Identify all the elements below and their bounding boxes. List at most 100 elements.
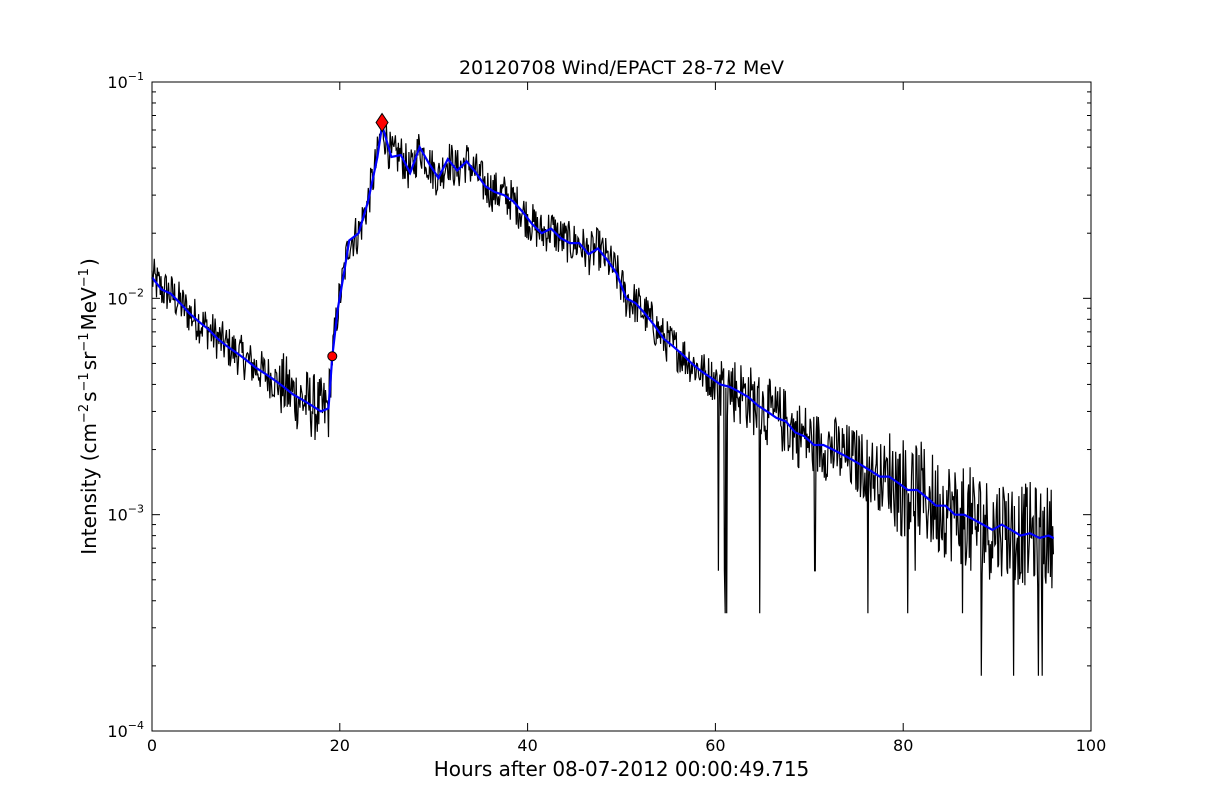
smoothed-point: [376, 156, 378, 158]
y-tick-label: 10−1: [107, 70, 144, 92]
y-tick-label: 10−4: [107, 719, 144, 741]
smoothed-point: [254, 366, 256, 368]
smoothed-point: [663, 338, 665, 340]
smoothed-point: [531, 223, 533, 225]
smoothed-point: [625, 297, 627, 299]
smoothed-point: [578, 242, 580, 244]
series-layer: [151, 124, 1055, 540]
smoothed-point: [606, 259, 609, 261]
smoothed-point: [644, 313, 646, 315]
marker-layer: [327, 112, 389, 362]
smoothed-point: [348, 239, 350, 242]
smoothed-point: [503, 194, 505, 196]
peak-marker: [375, 112, 389, 133]
smoothed-point: [916, 489, 918, 491]
smoothed-point: [357, 232, 360, 234]
smoothed-point: [198, 321, 200, 323]
smoothed-point: [691, 362, 693, 365]
smoothed-point: [822, 444, 824, 446]
smoothed-point: [850, 458, 853, 461]
noisy-series-layer: [151, 117, 1054, 676]
smoothed-point: [512, 200, 515, 203]
smoothed-point: [343, 269, 346, 271]
smoothed-point: [681, 353, 684, 356]
smoothed-point: [494, 191, 496, 193]
x-tick-label: 100: [1076, 736, 1107, 755]
onset-marker: [327, 351, 338, 362]
smoothed-point: [963, 514, 965, 516]
smoothed-point: [226, 345, 228, 347]
smoothed-point: [207, 328, 209, 330]
smoothed-point: [616, 273, 618, 275]
smoothed-point: [888, 475, 890, 478]
smoothed-point: [719, 383, 721, 386]
smoothed-point: [897, 482, 900, 484]
smoothed-point: [179, 302, 181, 304]
tick-layer: 0 20 40 60 80 100 10−4 10−3 10−2 10−1: [107, 70, 1106, 755]
smoothed-point: [879, 475, 881, 478]
smoothed-point: [419, 146, 421, 148]
smoothed-point: [245, 359, 247, 361]
smoothed-point: [926, 496, 928, 499]
smoothed-point: [465, 160, 468, 162]
smoothed-point: [409, 172, 411, 174]
smoothed-point: [390, 156, 393, 158]
smoothed-point: [634, 302, 637, 304]
smoothed-point: [1019, 535, 1022, 537]
smoothed-point: [1038, 537, 1040, 539]
smoothed-point: [747, 396, 749, 398]
x-tick-label: 0: [147, 736, 157, 755]
smoothed-point: [813, 444, 815, 446]
plot-area: [152, 82, 1091, 731]
smoothed-point: [292, 393, 294, 395]
smoothed-point: [456, 169, 458, 172]
x-axis-label: Hours after 08-07-2012 00:00:49.715: [434, 757, 810, 781]
smoothed-point: [860, 464, 862, 466]
x-tick-label: 80: [893, 736, 913, 755]
smoothed-point: [775, 417, 778, 419]
smoothed-point: [653, 324, 655, 326]
smoothed-point: [804, 435, 806, 438]
smoothed-point: [264, 372, 266, 374]
smoothed-point: [273, 379, 275, 381]
smoothed-point: [1001, 523, 1003, 526]
smoothed-point: [301, 399, 303, 401]
x-tick-label: 60: [705, 736, 725, 755]
smoothed-point: [437, 177, 439, 179]
x-tick-label: 20: [330, 736, 350, 755]
smoothed-point: [217, 338, 219, 340]
smoothed-point: [738, 391, 740, 393]
smoothed-point: [757, 404, 759, 406]
smoothed-point: [320, 410, 322, 413]
smoothed-point: [1029, 532, 1031, 534]
smoothed-point: [447, 158, 449, 160]
smoothed-point: [700, 370, 702, 372]
smoothed-point: [982, 523, 984, 526]
smoothed-point: [766, 410, 768, 413]
chart-title: 20120708 Wind/EPACT 28-72 MeV: [459, 57, 784, 79]
smoothed-point: [935, 505, 937, 507]
y-axis-label: Intensity (cm−2s−1sr−1MeV−1): [77, 258, 101, 555]
y-tick-label: 10−3: [107, 503, 144, 525]
smoothed-point: [869, 469, 871, 472]
smoothed-point: [710, 377, 712, 379]
x-tick-label: 40: [517, 736, 537, 755]
smoothed-point: [367, 200, 369, 203]
smoothed-point: [235, 352, 238, 354]
smoothed-point: [1048, 535, 1050, 537]
smoothed-point: [475, 172, 477, 174]
smoothed-point: [160, 288, 162, 290]
smoothed-point: [973, 518, 975, 521]
smoothed-point: [794, 431, 796, 434]
smoothed-point: [907, 489, 909, 491]
smoothed-point: [327, 407, 330, 409]
smoothed-point: [597, 247, 599, 250]
smoothed-point: [1010, 529, 1012, 531]
smoothed-point: [311, 404, 313, 406]
smoothed-point: [188, 313, 191, 315]
smoothed-point: [282, 386, 285, 388]
smoothed-point: [170, 293, 172, 295]
smoothed-point: [728, 386, 731, 388]
smoothed-point: [1052, 537, 1055, 539]
